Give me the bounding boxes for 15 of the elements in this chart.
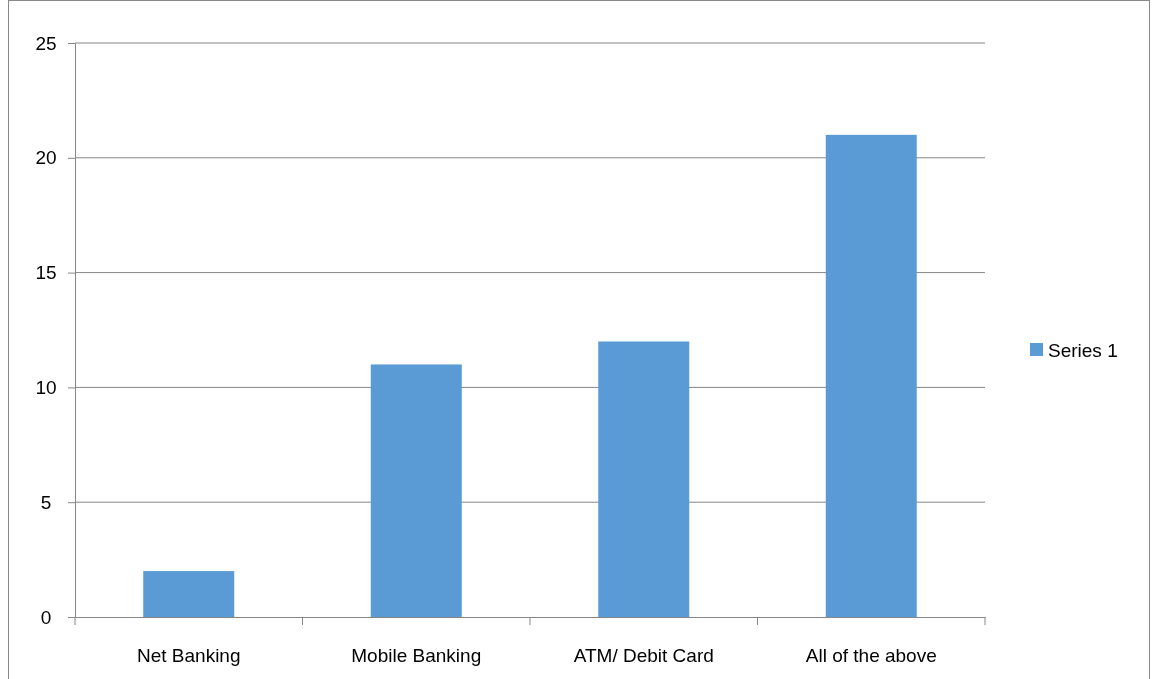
x-tick-label: ATM/ Debit Card (573, 645, 714, 667)
y-tick-label: 5 (40, 491, 52, 513)
bar (825, 134, 917, 617)
y-tick-label: 0 (40, 606, 52, 628)
legend-label: Series 1 (1048, 340, 1118, 361)
y-tick-label: 25 (35, 32, 57, 54)
x-tick-label: All of the above (805, 645, 937, 667)
bar (370, 364, 462, 617)
x-tick-label: Net Banking (136, 645, 241, 667)
x-tick-label: Mobile Banking (351, 645, 482, 667)
bar (143, 571, 235, 617)
y-tick-label: 20 (35, 147, 57, 169)
y-tick-label: 15 (35, 262, 57, 284)
bar (598, 341, 690, 617)
y-tick-label: 10 (35, 376, 57, 398)
